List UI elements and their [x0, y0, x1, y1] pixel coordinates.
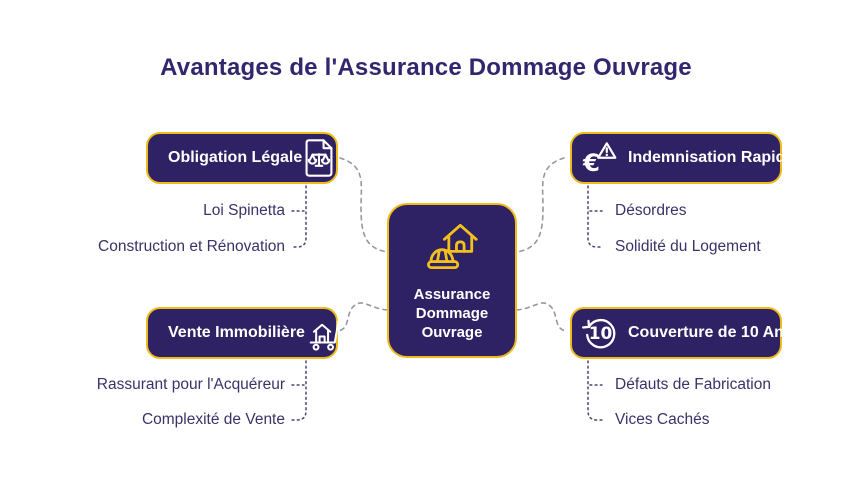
branch-label: Vente Immobilière	[168, 324, 305, 341]
curve-center-to-bottomright	[516, 302, 567, 332]
leaf-complexite-vente: Complexité de Vente	[141, 411, 285, 428]
branch-node-vente-immobiliere: Vente Immobilière	[146, 307, 342, 359]
branch-label: Couverture de 10 Ans	[628, 324, 793, 341]
tree-bottomleft	[290, 360, 307, 421]
curve-topleft-to-center	[339, 157, 388, 253]
svg-text:€: €	[582, 148, 600, 177]
svg-text:10: 10	[589, 323, 613, 343]
branch-node-obligation-legale: Obligation Légale	[146, 132, 338, 184]
branch-label: Indemnisation Rapide	[628, 149, 795, 166]
leaf-desordres: Désordres	[615, 202, 687, 219]
euro-warning-icon: €	[581, 139, 619, 177]
leaf-rassurant-acquereur: Rassurant pour l'Acquéreur	[96, 376, 285, 393]
curve-topright-to-center	[516, 157, 565, 253]
curve-center-to-bottomleft	[337, 302, 388, 332]
leaf-solidite-logement: Solidité du Logement	[615, 238, 761, 255]
branch-label: Obligation Légale	[168, 149, 303, 166]
central-node-assurance-dommage-ouvrage: Assurance Dommage Ouvrage	[387, 203, 517, 358]
tree-topleft	[290, 185, 307, 248]
legal-document-scales-icon	[302, 138, 336, 178]
ten-year-cycle-icon: 10	[581, 314, 619, 352]
branch-node-indemnisation-rapide: € Indemnisation Rapide	[570, 132, 794, 184]
tree-topright	[587, 185, 604, 248]
page-title: Avantages de l'Assurance Dommage Ouvrage	[160, 54, 692, 81]
leaf-loi-spinetta: Loi Spinetta	[203, 202, 285, 219]
leaf-construction-renovation: Construction et Rénovation	[98, 238, 285, 255]
leaf-defauts-fabrication: Défauts de Fabrication	[615, 376, 771, 393]
house-cart-icon	[305, 315, 343, 351]
house-hardhat-icon	[424, 219, 480, 276]
leaf-vices-caches: Vices Cachés	[615, 411, 710, 428]
central-node-label: Assurance Dommage Ouvrage	[413, 286, 491, 341]
tree-bottomright	[587, 360, 604, 421]
branch-node-couverture-10-ans: 10 Couverture de 10 Ans	[570, 307, 793, 359]
